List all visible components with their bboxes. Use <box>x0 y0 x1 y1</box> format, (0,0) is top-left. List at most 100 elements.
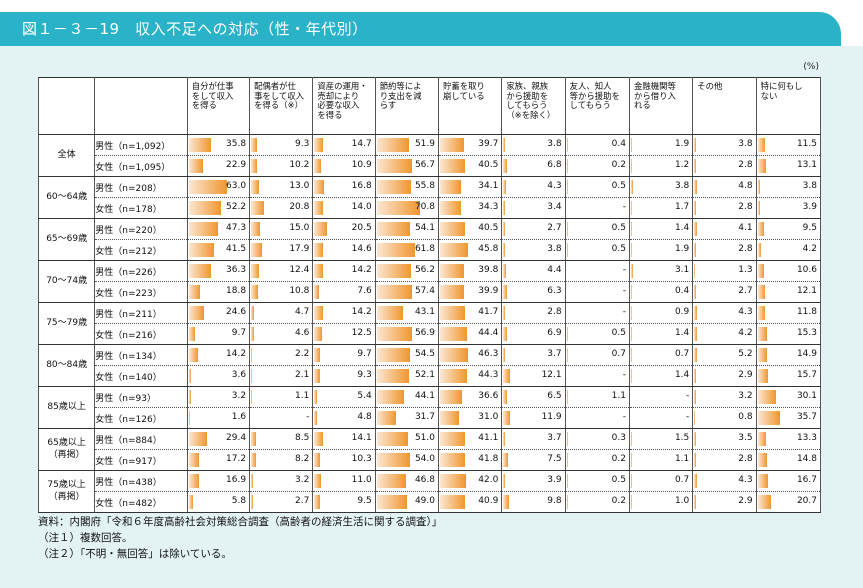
column-header: 自分が仕事 をして収入 を得る <box>186 77 251 135</box>
value-cell: 44.1 <box>374 386 440 408</box>
value-cell: 31.0 <box>437 407 503 429</box>
value-bar <box>314 201 324 215</box>
value-label: 54.1 <box>414 223 435 233</box>
value-label: 29.4 <box>226 433 247 443</box>
value-label: 0.5 <box>611 181 626 191</box>
value-label: 2.8 <box>547 307 562 317</box>
value-label: 9.3 <box>295 139 310 149</box>
value-bar <box>694 159 697 173</box>
value-bar <box>376 495 407 509</box>
value-cell: 9.5 <box>755 218 822 240</box>
value-bar <box>566 495 568 509</box>
value-cell: 2.8 <box>692 197 757 219</box>
value-bar <box>440 369 467 383</box>
value-bar <box>251 348 253 362</box>
value-bar <box>757 243 761 257</box>
value-bar <box>314 411 318 425</box>
value-label: 39.7 <box>478 139 499 149</box>
value-cell: 2.8 <box>692 239 757 261</box>
value-bar <box>503 453 509 467</box>
value-cell: 56.2 <box>374 260 440 282</box>
value-bar <box>757 285 765 299</box>
value-bar <box>188 138 211 152</box>
value-label: 3.8 <box>674 181 690 191</box>
value-bar <box>251 495 254 509</box>
value-bar <box>314 474 322 488</box>
value-label: 36.6 <box>478 391 499 401</box>
value-bar <box>440 348 468 362</box>
age-group-label: 70～74歳 <box>37 260 96 303</box>
value-label: 3.2 <box>738 391 753 401</box>
value-bar <box>757 138 765 152</box>
value-bar <box>376 474 406 488</box>
table-row: 女性（n=223） 18.8 10.8 7.6 57.4 39.9 6.3 - 0.4 2.7 12… <box>39 281 822 303</box>
value-bar <box>630 474 632 488</box>
value-bar <box>376 327 412 341</box>
value-label: - <box>622 265 626 275</box>
value-cell: 11.9 <box>501 407 566 429</box>
value-cell: 4.8 <box>692 176 757 198</box>
value-bar <box>376 348 410 362</box>
value-label: 54.5 <box>414 349 435 359</box>
value-cell: 44.3 <box>437 365 503 387</box>
sex-label: 女性（n=917） <box>94 449 188 471</box>
value-label: 52.2 <box>226 202 247 212</box>
age-group-label: 65～69歳 <box>37 218 96 261</box>
value-cell: 36.3 <box>186 260 251 282</box>
value-cell: 1.1 <box>249 386 314 408</box>
value-label: 41.8 <box>478 454 499 464</box>
value-label: 1.1 <box>295 391 310 401</box>
value-label: 16.8 <box>351 181 372 191</box>
value-cell: 9.5 <box>312 491 376 513</box>
table-row: 70～74歳 男性（n=226） 36.3 12.4 14.2 56.2 39.8 4.4 - 3… <box>37 260 822 303</box>
value-bar <box>503 264 507 278</box>
column-header: 資産の運用・ 売却により 必要な収入 を得る <box>312 77 376 135</box>
sex-label: 女性（n=1,095） <box>94 155 188 177</box>
age-group-label: 75歳以上 （再掲） <box>37 470 96 513</box>
value-label: 63.0 <box>226 181 247 191</box>
value-bar <box>757 474 768 488</box>
value-bar <box>440 285 464 299</box>
value-label: 12.4 <box>289 265 310 275</box>
value-bar <box>440 180 461 194</box>
value-label: 2.8 <box>738 244 753 254</box>
value-bar <box>440 327 467 341</box>
sex-label: 女性（n=212） <box>94 239 188 261</box>
value-bar <box>757 369 768 383</box>
value-bar <box>188 411 190 425</box>
value-cell: 54.0 <box>374 449 440 471</box>
value-bar <box>188 264 211 278</box>
value-cell: 3.7 <box>501 344 566 366</box>
sex-label: 女性（n=482） <box>94 491 188 513</box>
value-label: 7.5 <box>547 454 562 464</box>
value-bar <box>757 453 767 467</box>
value-cell: 1.5 <box>628 428 694 450</box>
value-bar <box>314 306 324 320</box>
table-row: 75歳以上 （再掲） 男性（n=438） 16.9 3.2 11.0 46.8 42.0 3.… <box>37 470 822 513</box>
value-cell: 14.1 <box>312 428 376 450</box>
value-label: 3.5 <box>738 433 753 443</box>
value-label: 11.8 <box>796 307 817 317</box>
value-label: 3.9 <box>547 475 562 485</box>
value-label: 11.9 <box>541 412 562 422</box>
value-cell: 3.9 <box>501 470 566 492</box>
value-label: - <box>686 412 690 422</box>
value-cell: 57.4 <box>374 281 440 303</box>
value-cell: 9.8 <box>501 491 566 513</box>
value-label: 24.6 <box>226 307 247 317</box>
value-label: 41.7 <box>478 307 499 317</box>
value-label: 0.2 <box>611 496 626 506</box>
value-bar <box>314 180 325 194</box>
value-label: 9.8 <box>547 496 562 506</box>
value-cell: 2.8 <box>692 155 757 177</box>
value-label: 51.9 <box>414 139 435 149</box>
value-label: 34.3 <box>478 202 499 212</box>
value-bar <box>376 222 410 236</box>
value-label: 4.8 <box>738 181 753 191</box>
value-bar <box>314 432 324 446</box>
value-cell: 1.2 <box>628 155 694 177</box>
value-bar <box>376 243 415 257</box>
value-label: 70.8 <box>414 202 435 212</box>
value-cell: 49.0 <box>374 491 440 513</box>
value-bar <box>503 306 506 320</box>
